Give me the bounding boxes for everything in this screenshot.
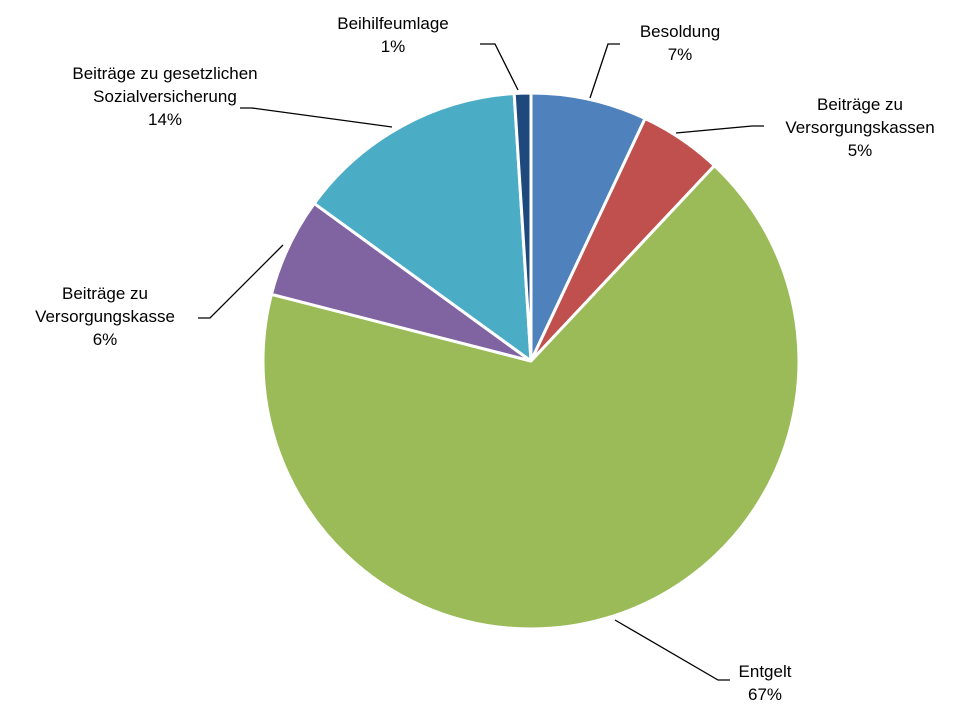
leader-line <box>480 43 519 91</box>
data-label: Entgelt 67% <box>690 660 840 706</box>
value-label: 5% <box>847 141 873 160</box>
pie-slice <box>529 91 647 363</box>
data-label: Besoldung 7% <box>605 20 755 66</box>
leader-line <box>614 619 730 681</box>
pie-slice <box>261 164 801 631</box>
pie-slice <box>312 92 533 363</box>
leader-line <box>589 43 620 99</box>
category-label: Beiträge zu gesetzlichen Sozialversicher… <box>72 64 258 106</box>
pie-slice <box>512 91 533 363</box>
leader-line <box>240 107 393 128</box>
category-label: Beiträge zu Versorgungskasse <box>35 284 175 326</box>
value-label: 7% <box>667 45 693 64</box>
data-label: Beiträge zu Versorgungskassen 5% <box>770 93 950 162</box>
category-label: Beiträge zu Versorgungskassen <box>785 95 935 137</box>
category-label: Entgelt <box>738 662 792 681</box>
value-label: 67% <box>747 685 783 704</box>
data-label: Beiträge zu Versorgungskasse 6% <box>10 282 200 351</box>
leader-line <box>198 244 284 319</box>
category-label: Besoldung <box>639 22 721 41</box>
data-label: Beihilfeumlage 1% <box>318 12 468 58</box>
leader-line <box>675 125 764 134</box>
category-label: Beihilfeumlage <box>337 14 449 33</box>
value-label: 6% <box>92 330 118 349</box>
data-label: Beiträge zu gesetzlichen Sozialversicher… <box>70 62 260 131</box>
value-label: 1% <box>380 37 406 56</box>
value-label: 14% <box>147 110 183 129</box>
